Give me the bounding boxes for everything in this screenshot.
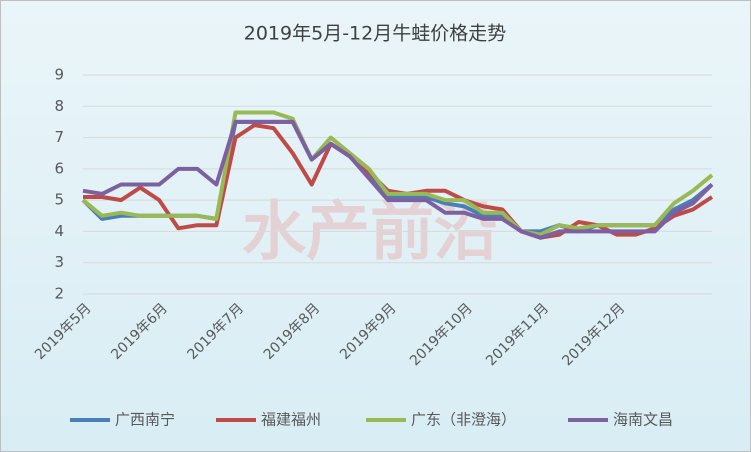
- watermark: 水产前沿: [242, 196, 498, 270]
- legend-label: 福建福州: [261, 411, 321, 429]
- y-tick-label: 6: [54, 159, 64, 177]
- legend-label: 广西南宁: [115, 411, 175, 429]
- chart-title: 2019年5月-12月牛蛙价格走势: [244, 23, 506, 45]
- series-line: [82, 119, 714, 240]
- y-tick-label: 8: [54, 97, 64, 115]
- legend-label: 广东（非澄海）: [411, 411, 516, 429]
- y-tick-label: 7: [54, 128, 64, 146]
- legend-label: 海南文昌: [613, 411, 673, 429]
- y-tick-label: 3: [54, 253, 64, 271]
- y-tick-label: 9: [54, 66, 64, 84]
- y-tick-label: 4: [54, 222, 64, 240]
- y-tick-label: 2: [54, 285, 64, 303]
- y-tick-label: 5: [54, 191, 64, 209]
- series-line: [81, 110, 714, 237]
